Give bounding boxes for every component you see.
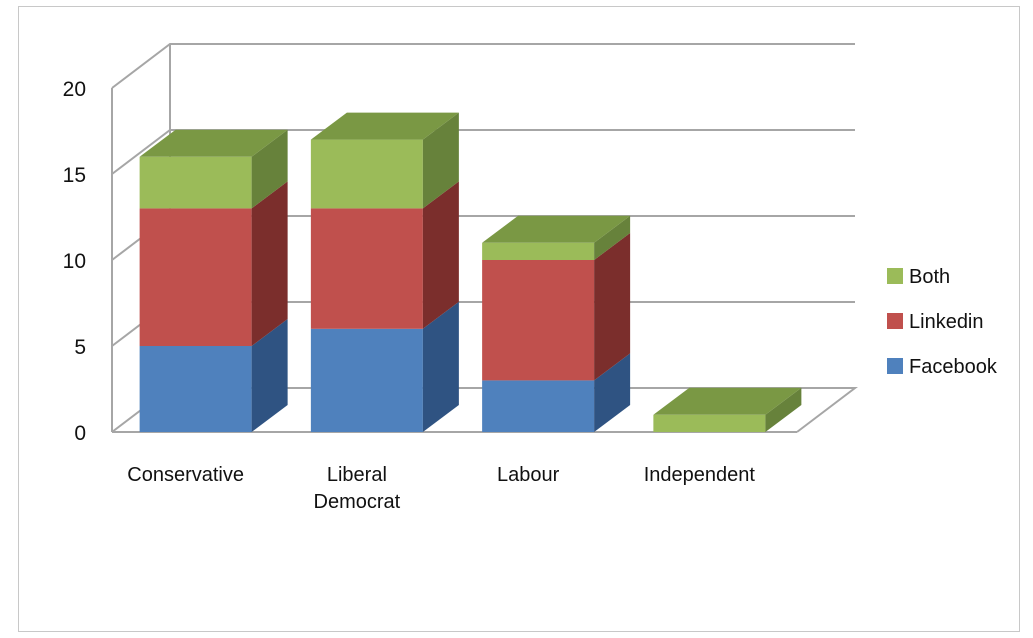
x-category-label-line: Labour: [497, 464, 560, 486]
bar-segment-both-side: [594, 215, 631, 260]
bar-segment-linkedin: [310, 208, 423, 329]
y-axis-ticks: 0 5 10 15 20: [63, 78, 86, 445]
legend-label-facebook: Facebook: [909, 356, 998, 378]
x-category-label-line: Conservative: [127, 464, 244, 486]
y-tick-label: 5: [74, 336, 86, 359]
bar-segment-both: [310, 139, 423, 209]
bar-segment-both-top: [653, 387, 802, 415]
x-category-label: Labour: [497, 464, 560, 486]
x-category-label: Liberal Democrat: [314, 464, 401, 513]
legend: Both Linkedin Facebook: [887, 266, 998, 378]
bar-segment-both-top: [482, 215, 631, 243]
y-tick-label: 10: [63, 250, 86, 273]
bar-segment-linkedin: [139, 208, 252, 346]
bar-segment-facebook: [482, 380, 595, 432]
bar-segment-linkedin: [482, 260, 595, 381]
legend-label-linkedin: Linkedin: [909, 311, 984, 333]
bar-segment-both-side: [251, 129, 288, 209]
bar-segment-both: [653, 414, 766, 432]
bar-segment-linkedin-side: [594, 233, 631, 381]
bar-stack: [653, 387, 802, 432]
bar-segment-both-top: [139, 129, 288, 157]
x-category-label-line: Independent: [644, 464, 756, 486]
legend-swatch-both: [887, 268, 903, 284]
bar-segment-facebook-side: [594, 353, 631, 432]
gridline: [111, 43, 855, 89]
bars: [139, 112, 802, 432]
bar-segment-both: [482, 242, 595, 260]
y-tick-label: 15: [63, 164, 86, 187]
bar-segment-facebook-side: [251, 319, 288, 432]
y-tick-label: 0: [74, 422, 86, 445]
x-category-label-line: Liberal: [327, 464, 387, 486]
x-category-label-line: Democrat: [314, 491, 401, 513]
x-category-label: Conservative: [127, 464, 244, 486]
bar-segment-linkedin-side: [422, 181, 459, 329]
x-category-label: Independent: [644, 464, 756, 486]
legend-swatch-facebook: [887, 358, 903, 374]
bar-stack: [482, 215, 631, 432]
bar-stack: [310, 112, 459, 432]
bar-segment-facebook: [310, 328, 423, 432]
legend-swatch-linkedin: [887, 313, 903, 329]
bar-segment-both: [139, 156, 252, 209]
bar-segment-facebook: [139, 346, 252, 432]
y-tick-label: 20: [63, 78, 86, 101]
bar-stack: [139, 129, 288, 432]
bar-segment-both-side: [422, 112, 459, 209]
bar-segment-both-side: [765, 387, 802, 432]
bar-segment-both-top: [310, 112, 459, 140]
gridline: [111, 129, 855, 175]
bar-segment-facebook-side: [422, 301, 459, 432]
x-axis-labels: Conservative Liberal Democrat Labour Indepen…: [127, 464, 755, 513]
bar-segment-linkedin-side: [251, 181, 288, 346]
legend-label-both: Both: [909, 266, 950, 288]
